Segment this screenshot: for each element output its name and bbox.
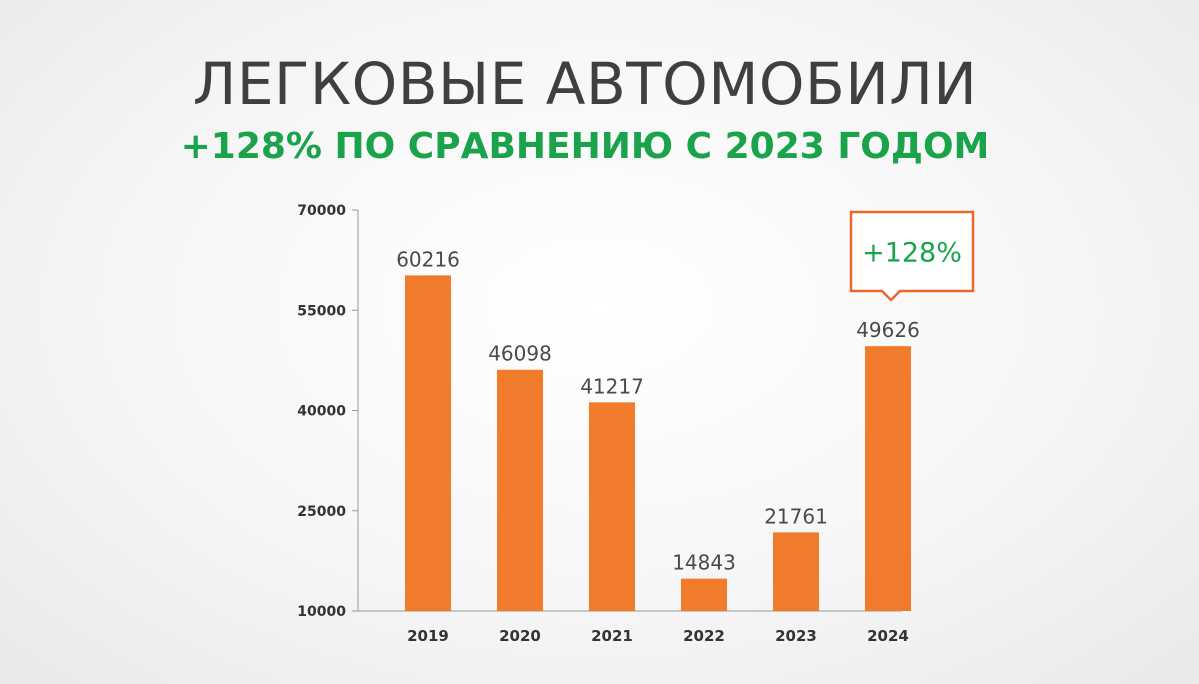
slide-title: ЛЕГКОВЫЕ АВТОМОБИЛИ xyxy=(192,50,978,118)
data-label: 21761 xyxy=(764,504,828,528)
bar-2019 xyxy=(405,275,451,611)
x-tick-label: 2021 xyxy=(591,627,633,645)
x-tick-label: 2020 xyxy=(499,627,541,645)
data-label: 46098 xyxy=(488,342,552,366)
x-tick-label: 2024 xyxy=(867,627,909,645)
bar-2022 xyxy=(681,578,727,611)
y-tick-label: 70000 xyxy=(297,203,346,219)
bars xyxy=(405,275,911,611)
x-tick-label: 2023 xyxy=(775,627,817,645)
bar-2020 xyxy=(497,369,543,611)
y-axis: 10000 25000 40000 55000 70000 xyxy=(297,203,359,620)
bar-2023 xyxy=(773,532,819,611)
data-label: 41217 xyxy=(580,374,644,398)
data-label: 49626 xyxy=(856,318,920,342)
slide-subtitle: +128% ПО СРАВНЕНИЮ С 2023 ГОДОМ xyxy=(180,126,990,167)
callout-text: +128% xyxy=(862,238,962,269)
y-tick-label: 25000 xyxy=(297,504,346,520)
x-axis: 2019 2020 2021 2022 2023 2024 xyxy=(358,610,909,645)
bar-2021 xyxy=(589,402,635,611)
data-label: 14843 xyxy=(672,551,736,575)
x-tick-label: 2019 xyxy=(407,627,449,645)
callout-box xyxy=(849,210,975,302)
data-label: 60216 xyxy=(396,247,460,271)
y-tick-label: 55000 xyxy=(297,303,346,319)
y-tick-label: 40000 xyxy=(297,404,346,420)
y-tick-label: 10000 xyxy=(297,604,346,620)
growth-callout: +128% xyxy=(849,210,975,302)
data-labels: 60216 46098 41217 14843 21761 49626 xyxy=(396,247,920,574)
x-tick-label: 2022 xyxy=(683,627,725,645)
bar-2024 xyxy=(865,346,911,611)
